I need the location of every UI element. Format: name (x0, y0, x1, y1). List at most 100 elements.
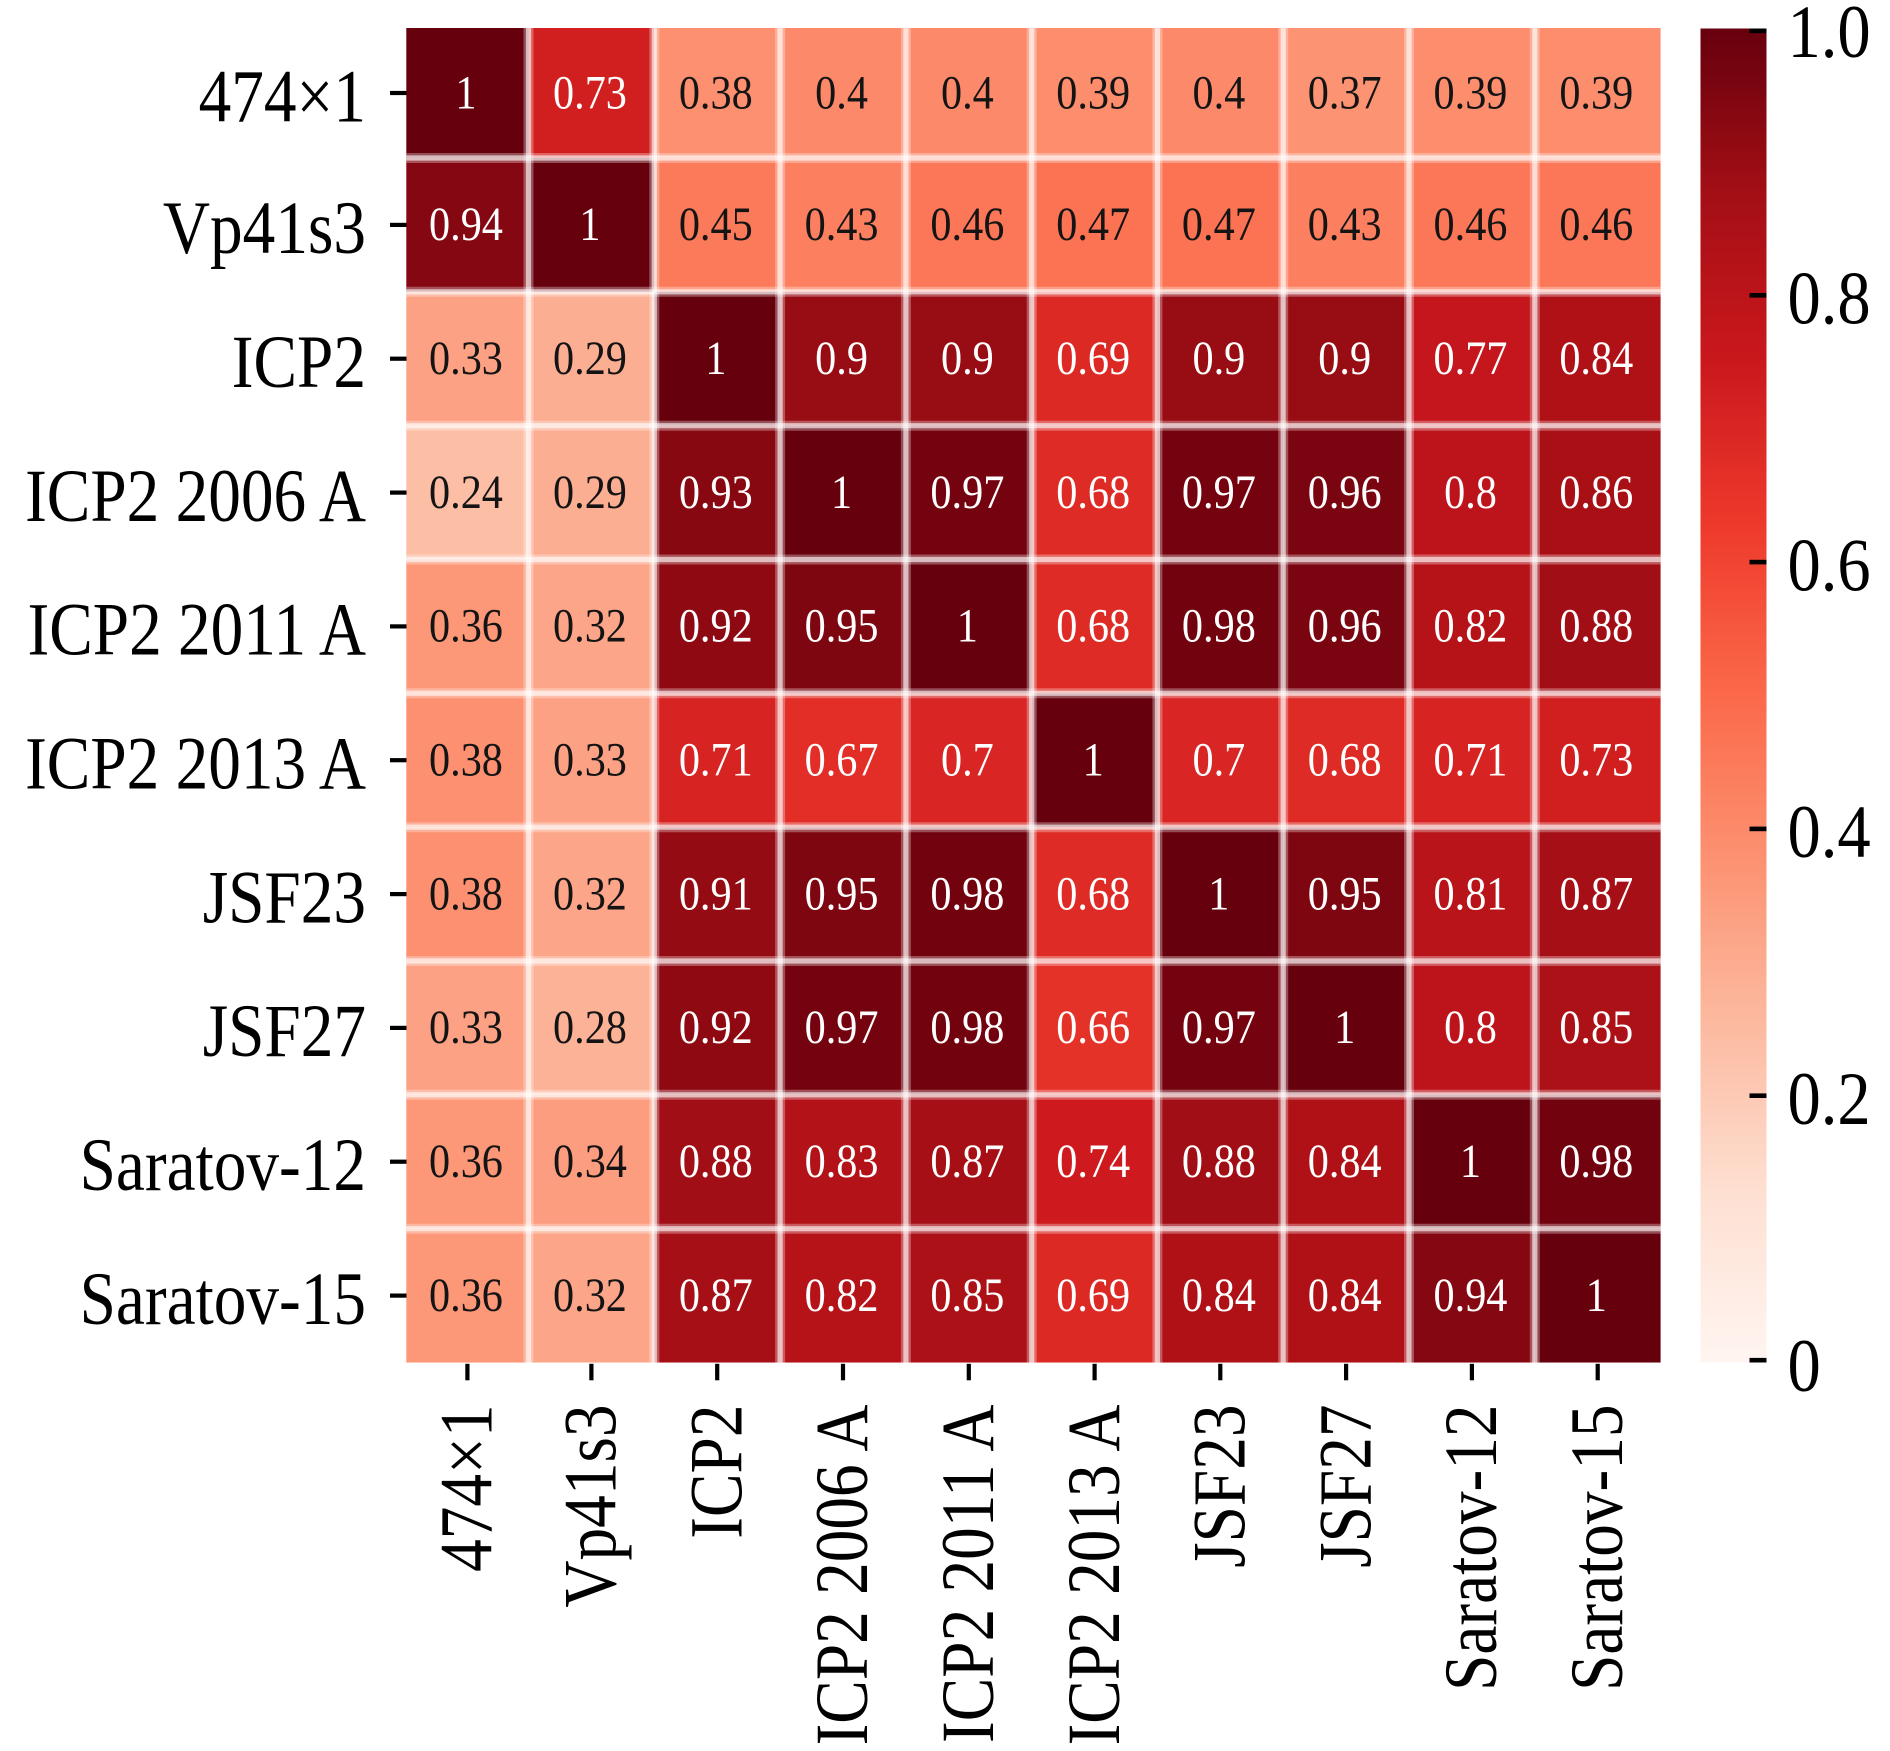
svg-text:ICP2: ICP2 (232, 321, 366, 404)
svg-text:JSF27: JSF27 (203, 990, 366, 1073)
svg-text:1: 1 (579, 198, 600, 251)
svg-text:0.68: 0.68 (1056, 466, 1130, 519)
svg-text:ICP2 2013 A: ICP2 2013 A (25, 722, 366, 805)
svg-text:0.71: 0.71 (1434, 733, 1508, 786)
svg-text:0.84: 0.84 (1308, 1135, 1382, 1188)
svg-text:0.97: 0.97 (805, 1001, 879, 1054)
svg-text:0.82: 0.82 (1434, 599, 1508, 652)
svg-text:0.73: 0.73 (553, 66, 627, 119)
svg-text:0.92: 0.92 (679, 1001, 753, 1054)
svg-text:0.87: 0.87 (679, 1269, 753, 1322)
svg-text:0.95: 0.95 (805, 599, 879, 652)
svg-text:474×1: 474×1 (199, 55, 366, 138)
svg-text:0.97: 0.97 (930, 466, 1004, 519)
svg-text:0.28: 0.28 (553, 1001, 627, 1054)
svg-text:0.47: 0.47 (1056, 198, 1130, 251)
svg-text:0.8: 0.8 (1444, 1001, 1497, 1054)
svg-text:0.38: 0.38 (679, 66, 753, 119)
svg-text:0.39: 0.39 (1434, 66, 1508, 119)
svg-text:0.98: 0.98 (930, 1001, 1004, 1054)
svg-text:0.88: 0.88 (679, 1135, 753, 1188)
svg-text:0.97: 0.97 (1182, 1001, 1256, 1054)
svg-text:1: 1 (1586, 1269, 1607, 1322)
svg-text:0.38: 0.38 (429, 733, 503, 786)
svg-text:0.68: 0.68 (1056, 599, 1130, 652)
svg-text:ICP2 2006 A: ICP2 2006 A (25, 455, 366, 538)
svg-text:ICP2 2011 A: ICP2 2011 A (927, 1404, 1010, 1743)
svg-text:Saratov-12: Saratov-12 (80, 1124, 366, 1207)
svg-text:0.39: 0.39 (1056, 66, 1130, 119)
svg-text:0.9: 0.9 (1318, 332, 1371, 385)
svg-text:0.4: 0.4 (815, 66, 868, 119)
svg-text:0.97: 0.97 (1182, 466, 1256, 519)
svg-text:0.74: 0.74 (1056, 1135, 1130, 1188)
svg-text:0.67: 0.67 (805, 733, 879, 786)
svg-text:0.37: 0.37 (1308, 66, 1382, 119)
svg-text:0.24: 0.24 (429, 466, 503, 519)
svg-text:0.29: 0.29 (553, 466, 627, 519)
svg-text:0.98: 0.98 (930, 867, 1004, 920)
svg-text:1: 1 (1083, 733, 1104, 786)
svg-text:Saratov-12: Saratov-12 (1430, 1405, 1513, 1691)
svg-text:0.2: 0.2 (1788, 1058, 1871, 1140)
svg-text:0.88: 0.88 (1559, 599, 1633, 652)
svg-text:0.6: 0.6 (1788, 525, 1871, 607)
svg-text:ICP2: ICP2 (675, 1405, 758, 1539)
svg-text:0.83: 0.83 (805, 1135, 879, 1188)
svg-text:0.73: 0.73 (1559, 733, 1633, 786)
svg-text:0.7: 0.7 (1192, 733, 1245, 786)
svg-text:1: 1 (1334, 1001, 1355, 1054)
svg-text:0.8: 0.8 (1444, 466, 1497, 519)
svg-text:0.87: 0.87 (1559, 867, 1633, 920)
svg-text:0.36: 0.36 (429, 599, 503, 652)
svg-text:0.69: 0.69 (1056, 1269, 1130, 1322)
svg-text:0.9: 0.9 (1192, 332, 1245, 385)
svg-text:0.82: 0.82 (805, 1269, 879, 1322)
svg-text:0.46: 0.46 (930, 198, 1004, 251)
svg-text:0.46: 0.46 (1434, 198, 1508, 251)
svg-text:0.87: 0.87 (930, 1135, 1004, 1188)
svg-text:0.33: 0.33 (553, 733, 627, 786)
svg-text:JSF23: JSF23 (203, 856, 366, 939)
svg-text:0.43: 0.43 (1308, 198, 1382, 251)
svg-text:JSF23: JSF23 (1178, 1405, 1261, 1568)
svg-text:0.95: 0.95 (1308, 867, 1382, 920)
svg-text:0.38: 0.38 (429, 867, 503, 920)
svg-text:0.91: 0.91 (679, 867, 753, 920)
svg-text:1: 1 (455, 66, 476, 119)
svg-text:0.94: 0.94 (1434, 1269, 1508, 1322)
svg-text:0.84: 0.84 (1182, 1269, 1256, 1322)
svg-text:0.69: 0.69 (1056, 332, 1130, 385)
svg-text:474×1: 474×1 (426, 1405, 509, 1572)
svg-text:Saratov-15: Saratov-15 (80, 1258, 366, 1341)
svg-text:0.95: 0.95 (805, 867, 879, 920)
svg-text:0.34: 0.34 (553, 1135, 627, 1188)
svg-text:Saratov-15: Saratov-15 (1556, 1405, 1639, 1691)
svg-text:Vp41s3: Vp41s3 (163, 187, 366, 270)
svg-text:0.33: 0.33 (429, 332, 503, 385)
svg-text:0.45: 0.45 (679, 198, 753, 251)
svg-text:1: 1 (705, 332, 726, 385)
svg-text:0.84: 0.84 (1308, 1269, 1382, 1322)
svg-text:0.46: 0.46 (1559, 198, 1633, 251)
svg-text:0.81: 0.81 (1434, 867, 1508, 920)
svg-text:0.86: 0.86 (1559, 466, 1633, 519)
svg-text:0.68: 0.68 (1308, 733, 1382, 786)
svg-text:0.36: 0.36 (429, 1135, 503, 1188)
svg-text:0.77: 0.77 (1434, 332, 1508, 385)
svg-text:0.96: 0.96 (1308, 466, 1382, 519)
svg-text:JSF27: JSF27 (1304, 1405, 1387, 1568)
svg-text:0.96: 0.96 (1308, 599, 1382, 652)
svg-text:0.4: 0.4 (1788, 792, 1871, 874)
svg-text:0.85: 0.85 (930, 1269, 1004, 1322)
svg-text:0.71: 0.71 (679, 733, 753, 786)
svg-text:0.98: 0.98 (1182, 599, 1256, 652)
svg-text:0.33: 0.33 (429, 1001, 503, 1054)
svg-text:0.8: 0.8 (1788, 258, 1871, 340)
svg-text:0.4: 0.4 (941, 66, 994, 119)
svg-text:ICP2 2013 A: ICP2 2013 A (1053, 1404, 1136, 1745)
svg-text:0.85: 0.85 (1559, 1001, 1633, 1054)
svg-text:1.0: 1.0 (1788, 0, 1871, 74)
svg-text:ICP2 2006 A: ICP2 2006 A (801, 1404, 884, 1745)
svg-text:0.32: 0.32 (553, 1269, 627, 1322)
